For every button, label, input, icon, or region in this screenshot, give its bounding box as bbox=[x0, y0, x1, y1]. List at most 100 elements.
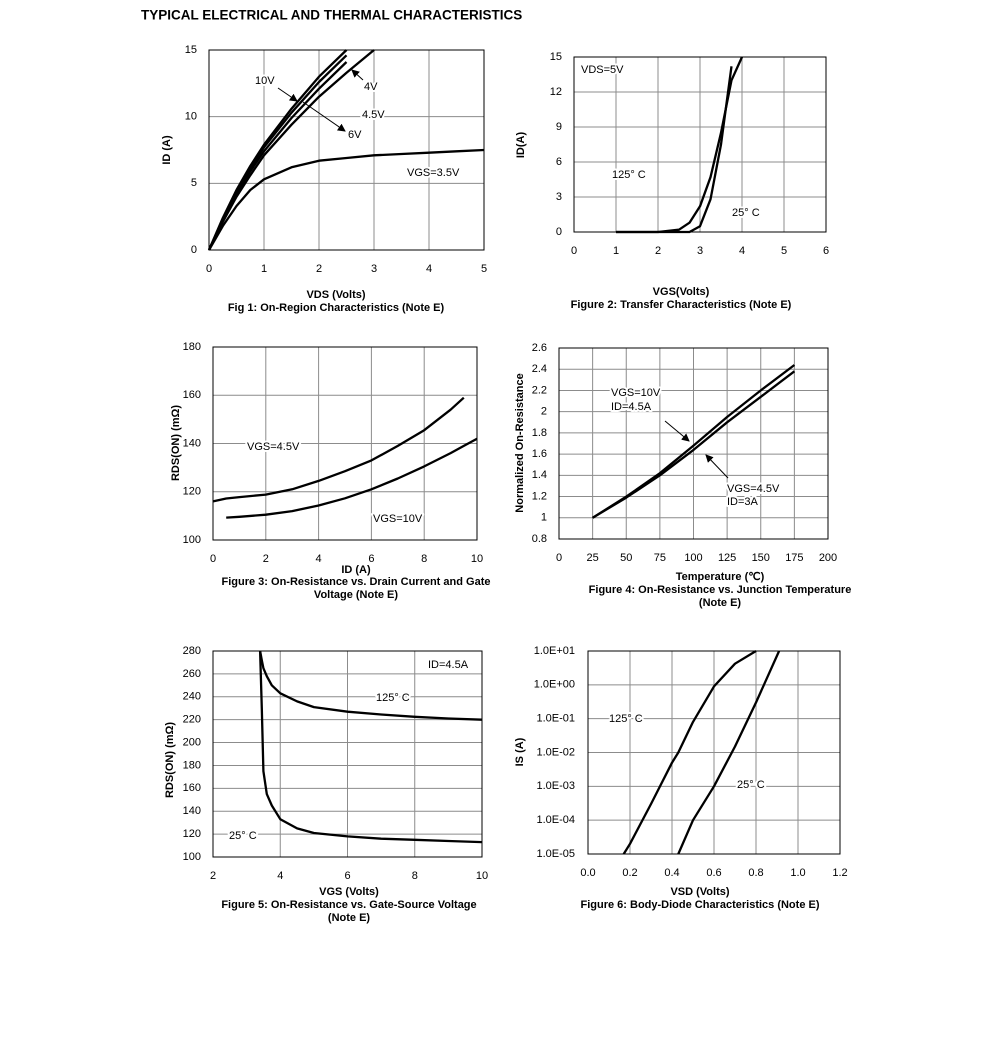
x-tick-label: 125 bbox=[718, 552, 736, 564]
curve bbox=[592, 370, 796, 519]
y-axis-label: RDS(ON) (mΩ) bbox=[170, 405, 182, 481]
curve-label: VGS=4.5V bbox=[727, 483, 780, 495]
x-tick-label: 100 bbox=[684, 552, 702, 564]
y-tick-label: 1 bbox=[541, 512, 547, 524]
curve-label: ID=4.5A bbox=[611, 401, 652, 413]
y-axis-label: RDS(ON) (mΩ) bbox=[164, 722, 176, 798]
curve bbox=[208, 148, 485, 251]
y-tick-label: 1.0E-04 bbox=[536, 814, 575, 826]
x-tick-label: 0 bbox=[206, 263, 212, 275]
curve bbox=[207, 49, 348, 251]
x-tick-label: 0 bbox=[556, 552, 562, 564]
y-tick-label: 160 bbox=[183, 782, 201, 794]
y-tick-label: 10 bbox=[185, 111, 197, 123]
curve bbox=[207, 54, 348, 251]
y-tick-label: 0 bbox=[191, 244, 197, 256]
curve-label: VGS=3.5V bbox=[407, 167, 460, 179]
y-tick-label: 120 bbox=[183, 828, 201, 840]
arrow bbox=[277, 87, 298, 102]
curve bbox=[212, 396, 465, 503]
curve bbox=[258, 650, 483, 844]
y-tick-label: 12 bbox=[550, 86, 562, 98]
y-tick-label: 15 bbox=[550, 51, 562, 63]
y-tick-label: 140 bbox=[183, 437, 201, 449]
arrow bbox=[302, 101, 346, 132]
x-tick-label: 1.2 bbox=[832, 867, 847, 879]
y-tick-label: 9 bbox=[556, 121, 562, 133]
y-tick-label: 220 bbox=[183, 714, 201, 726]
y-tick-label: 2 bbox=[541, 406, 547, 418]
curve-label: 125° C bbox=[609, 713, 643, 725]
y-tick-label: 1.6 bbox=[532, 448, 547, 460]
curve-label: 4V bbox=[364, 81, 378, 93]
x-axis-label: ID (A) bbox=[341, 564, 371, 576]
curve-label: 125° C bbox=[376, 692, 410, 704]
x-tick-label: 0 bbox=[210, 553, 216, 565]
x-tick-label: 6 bbox=[823, 245, 829, 257]
curve-label: 6V bbox=[348, 129, 362, 141]
x-axis-label: VDS (Volts) bbox=[306, 289, 365, 301]
figure-caption: Figure 4: On-Resistance vs. Junction Tem… bbox=[589, 584, 852, 596]
y-tick-label: 1.0E-03 bbox=[536, 780, 575, 792]
arrow bbox=[351, 69, 364, 81]
y-tick-label: 240 bbox=[183, 691, 201, 703]
curve-label: 10V bbox=[255, 75, 275, 87]
y-tick-label: 1.0E+01 bbox=[534, 645, 575, 657]
y-axis-label: Normalized On-Resistance bbox=[514, 373, 526, 512]
y-tick-label: 3 bbox=[556, 191, 562, 203]
y-tick-label: 180 bbox=[183, 341, 201, 353]
figure-caption: (Note E) bbox=[328, 912, 371, 924]
curve bbox=[616, 56, 744, 234]
x-tick-label: 2 bbox=[655, 245, 661, 257]
curve bbox=[207, 49, 375, 251]
arrow bbox=[664, 420, 690, 442]
y-tick-label: 1.4 bbox=[532, 469, 547, 481]
curve bbox=[622, 650, 757, 855]
figure-caption: Figure 5: On-Resistance vs. Gate-Source … bbox=[221, 899, 476, 911]
y-tick-label: 1.0E-02 bbox=[536, 746, 575, 758]
y-axis-label: ID (A) bbox=[161, 135, 173, 165]
y-axis-label: IS (A) bbox=[514, 737, 526, 766]
figure-caption: Figure 3: On-Resistance vs. Drain Curren… bbox=[222, 576, 491, 588]
x-tick-label: 10 bbox=[471, 553, 483, 565]
y-tick-label: 100 bbox=[183, 851, 201, 863]
x-tick-label: 3 bbox=[697, 245, 703, 257]
y-tick-label: 0 bbox=[556, 226, 562, 238]
x-tick-label: 0.4 bbox=[664, 867, 679, 879]
y-tick-label: 120 bbox=[183, 486, 201, 498]
plot-frame bbox=[212, 346, 478, 541]
x-tick-label: 25 bbox=[587, 552, 599, 564]
x-tick-label: 2 bbox=[263, 553, 269, 565]
curve-label: ID=4.5A bbox=[428, 659, 469, 671]
curve-label: 25° C bbox=[737, 779, 765, 791]
x-tick-label: 6 bbox=[344, 870, 350, 882]
x-tick-label: 2 bbox=[316, 263, 322, 275]
y-tick-label: 140 bbox=[183, 805, 201, 817]
figure-caption: Figure 6: Body-Diode Characteristics (No… bbox=[581, 899, 820, 911]
x-tick-label: 3 bbox=[371, 263, 377, 275]
plot-frame bbox=[573, 56, 827, 233]
x-tick-label: 5 bbox=[781, 245, 787, 257]
x-tick-label: 150 bbox=[752, 552, 770, 564]
y-tick-label: 2.6 bbox=[532, 342, 547, 354]
x-tick-label: 75 bbox=[654, 552, 666, 564]
figure-caption: (Note E) bbox=[699, 597, 742, 609]
x-tick-label: 1.0 bbox=[790, 867, 805, 879]
x-tick-label: 4 bbox=[277, 870, 283, 882]
y-tick-label: 180 bbox=[183, 759, 201, 771]
curve-label: 125° C bbox=[612, 169, 646, 181]
figure-caption: Figure 2: Transfer Characteristics (Note… bbox=[571, 299, 792, 311]
y-tick-label: 280 bbox=[183, 645, 201, 657]
x-tick-label: 8 bbox=[412, 870, 418, 882]
y-tick-label: 2.2 bbox=[532, 384, 547, 396]
figure-caption: Fig 1: On-Region Characteristics (Note E… bbox=[228, 302, 445, 314]
y-tick-label: 100 bbox=[183, 534, 201, 546]
x-tick-label: 5 bbox=[481, 263, 487, 275]
y-tick-label: 0.8 bbox=[532, 533, 547, 545]
x-tick-label: 1 bbox=[613, 245, 619, 257]
curve bbox=[616, 66, 733, 234]
y-tick-label: 1.2 bbox=[532, 490, 547, 502]
y-axis-label: ID(A) bbox=[515, 132, 527, 159]
x-tick-label: 1 bbox=[261, 263, 267, 275]
